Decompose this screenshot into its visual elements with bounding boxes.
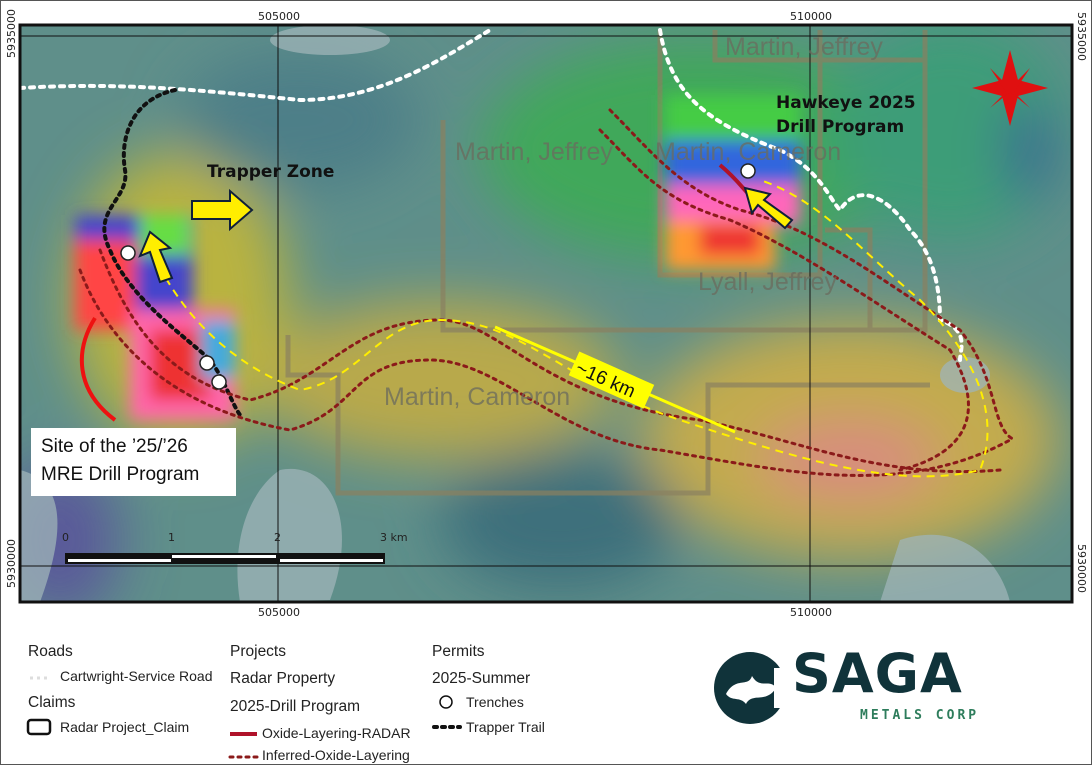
scale-label: 2: [274, 531, 281, 544]
hawkeye-label: Drill Program: [776, 117, 904, 137]
trapper-zone-label: Trapper Zone: [207, 162, 334, 182]
arrow-icons: [138, 186, 794, 284]
grid-label-x: 510000: [790, 606, 832, 619]
legend-trenches-item: Trenches: [466, 694, 524, 710]
logo-wordmark: SAGA: [792, 642, 963, 705]
legend-roads-title: Roads: [28, 643, 73, 660]
claim-label: Martin, Jeffrey: [455, 138, 613, 166]
saga-logo-icon: [714, 652, 792, 724]
legend-permits-title: Permits: [432, 643, 485, 660]
inferred-oxide-layering: [78, 108, 1017, 477]
grid-label-y: 5930000: [1075, 544, 1088, 593]
grid-label-x: 505000: [258, 606, 300, 619]
route-dashed: [147, 179, 989, 478]
legend-program-name: 2025-Drill Program: [230, 698, 361, 715]
red-curve-arrow: [79, 316, 117, 422]
scale-label: 3 km: [380, 531, 408, 544]
trenches: [120, 163, 756, 390]
claim-symbol: [26, 718, 52, 736]
legend-trail-item: Trapper Trail: [466, 719, 545, 735]
grid-label-x: 505000: [258, 10, 300, 23]
legend-inferred-item: Inferred-Oxide-Layering: [262, 747, 410, 763]
map-border: [18, 23, 1074, 604]
trench-symbol: [439, 695, 453, 709]
legend-claims-title: Claims: [28, 694, 76, 711]
legend-oxide-item: Oxide-Layering-RADAR: [262, 725, 411, 741]
radar-survey-west: [75, 215, 235, 420]
legend-permit-season: 2025-Summer: [432, 670, 531, 687]
cartwright-service-road: [20, 28, 492, 103]
site-callout-line: MRE Drill Program: [41, 464, 200, 485]
claim-label: Martin, Jeffrey: [725, 33, 883, 61]
hawkeye-label: Hawkeye 2025: [776, 93, 916, 113]
site-callout-line: Site of the ’25/’26: [41, 436, 188, 457]
claim-label: Martin, Cameron: [655, 138, 841, 166]
scale-bar: 0 1 2 3 km: [62, 531, 408, 564]
grid-label-y: 5930000: [5, 539, 18, 588]
grid-lines: [20, 25, 1072, 602]
legend-claim-item: Radar Project_Claim: [60, 719, 190, 735]
scale-label: 1: [168, 531, 175, 544]
legend-road-item: Cartwright-Service Road: [60, 668, 213, 684]
site-callout: Site of the ’25/’26 MRE Drill Program: [31, 428, 236, 496]
legend-project-name: Radar Property: [230, 670, 336, 687]
scale-label: 0: [62, 531, 69, 544]
cartwright-service-road-east: [658, 28, 964, 362]
lakes: [20, 25, 1010, 602]
claim-label: Martin, Cameron: [384, 383, 570, 411]
compass-star-icon: [972, 50, 1048, 126]
grid-label-y: 5935000: [1075, 12, 1088, 61]
claim-label: Lyall, Jeffrey: [698, 268, 837, 296]
legend-symbols: [26, 676, 462, 759]
grid-label-y: 5935000: [5, 9, 18, 58]
legend-projects-title: Projects: [230, 643, 286, 660]
logo-subtitle: METALS CORP: [860, 708, 980, 723]
grid-label-x: 510000: [790, 10, 832, 23]
